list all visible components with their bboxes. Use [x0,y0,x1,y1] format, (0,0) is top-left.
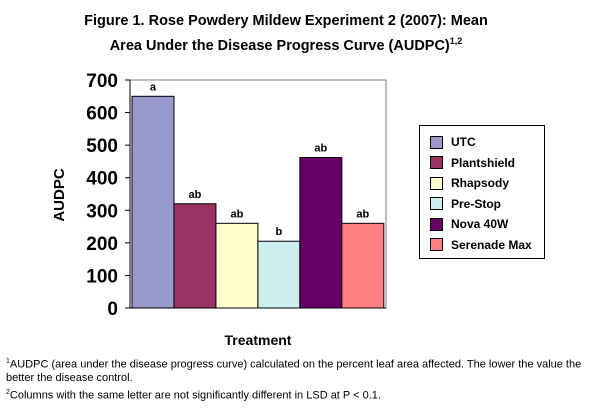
bar-plantshield [173,203,217,309]
legend-item: Serenade Max [430,235,544,256]
significance-labels: a ab ab b ab ab [150,81,370,238]
chart-title: Figure 1. Rose Powdery Mildew Experiment… [0,11,572,56]
bar-significance-label: ab [314,143,327,155]
bar-significance-label: ab [356,208,369,220]
legend-label: Serenade Max [451,237,532,252]
legend-label: Rhapsody [451,176,510,191]
footnotes: 1AUDPC (area under the disease progress … [6,355,596,403]
bar-significance-label: ab [189,189,202,201]
footnote-marker: 2 [6,388,10,396]
chart-title-line-2-text: Area Under the Disease Progress Curve (A… [109,37,450,54]
chart-title-line-1: Figure 1. Rose Powdery Mildew Experiment… [84,13,488,29]
y-tick-label: 700 [86,71,118,92]
y-tick-label: 100 [86,266,118,287]
x-axis-label: Treatment [225,332,292,348]
footnote: 2Columns with the same letter are not si… [6,386,596,403]
bar-rhapsody [215,222,259,309]
footnote-marker: 1 [6,358,10,365]
y-tick-label: 200 [86,234,118,255]
bar-significance-label: a [150,81,157,93]
footnote-text: Columns with the same letter are not sig… [9,389,381,402]
legend: UTC Plantshield Rhapsody Pre-Stop Nova 40W Se… [419,125,545,259]
y-tick-label: 500 [86,136,118,157]
legend-label: UTC [451,135,476,150]
bars [131,95,385,309]
y-tick-label: 600 [86,104,118,125]
legend-item: Nova 40W [430,214,544,235]
legend-swatch [430,238,443,252]
y-tick-label: 300 [86,201,118,222]
bar-pre-stop [257,240,301,309]
y-tick-label: 0 [107,299,118,320]
legend-item: Rhapsody [430,173,544,194]
bar-utc [131,95,175,309]
legend-label: Nova 40W [451,217,509,232]
y-axis-label: AUDPC [51,168,68,222]
footnote: 1AUDPC (area under the disease progress … [6,355,596,386]
legend-item: UTC [430,132,544,153]
bar-serenade-max [341,222,385,309]
chart-title-line-2: Area Under the Disease Progress Curve (A… [0,31,572,56]
bar-nova-40w [299,157,343,309]
legend-swatch [430,135,443,149]
footnote-text: AUDPC (area under the disease progress c… [6,358,582,385]
legend-item: Plantshield [430,153,544,174]
bar-significance-label: b [276,226,283,238]
bar-significance-label: ab [230,208,243,220]
legend-label: Plantshield [451,155,516,170]
chart-title-superscript: 1,2 [449,36,463,46]
legend-label: Pre-Stop [451,196,502,211]
y-tick-label: 400 [86,169,118,190]
legend-item: Pre-Stop [430,194,544,215]
legend-swatch [430,217,443,231]
legend-swatch [430,156,443,170]
legend-swatch [430,197,443,211]
legend-swatch [430,176,443,190]
